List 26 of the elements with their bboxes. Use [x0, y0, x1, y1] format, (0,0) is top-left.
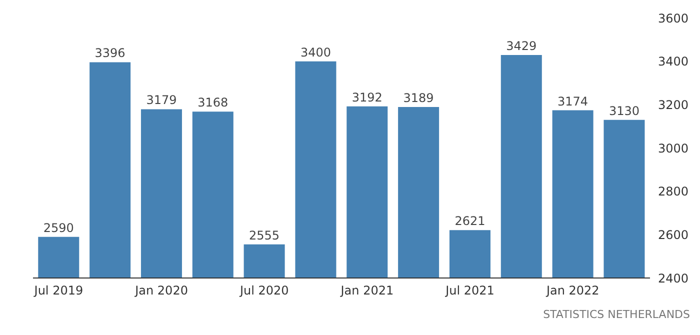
y-tick-label: 2400: [658, 271, 689, 286]
data-label: 2621: [454, 214, 486, 228]
x-tick-label: Jul 2020: [238, 284, 289, 298]
data-label: 3189: [403, 91, 434, 106]
data-label: 3400: [300, 45, 331, 60]
data-label: 3192: [352, 90, 382, 104]
y-tick-label: 2600: [658, 228, 689, 242]
y-tick-label: 3400: [658, 54, 689, 69]
data-label: 3174: [558, 94, 588, 108]
x-tick-label: Jan 2020: [134, 284, 188, 298]
data-label: 3396: [94, 46, 126, 60]
y-tick-label: 3200: [658, 98, 689, 112]
data-label: 2590: [43, 220, 74, 235]
data-label: 2555: [249, 228, 280, 242]
data-label: 3130: [608, 104, 640, 118]
data-label: 3168: [198, 96, 228, 110]
x-tick-label: Jul 2021: [444, 284, 494, 298]
data-label: 3429: [506, 39, 537, 54]
x-tick-label: Jan 2022: [545, 284, 600, 298]
y-tick-label: 3600: [658, 11, 689, 26]
y-tick-label: 2800: [658, 184, 689, 199]
x-tick-label: Jul 2019: [33, 284, 84, 298]
y-tick-label: 3000: [658, 141, 689, 156]
x-tick-label: Jan 2021: [340, 284, 394, 298]
data-label: 3179: [146, 93, 177, 108]
text: STATISTICS NETHERLANDS: [543, 308, 690, 321]
